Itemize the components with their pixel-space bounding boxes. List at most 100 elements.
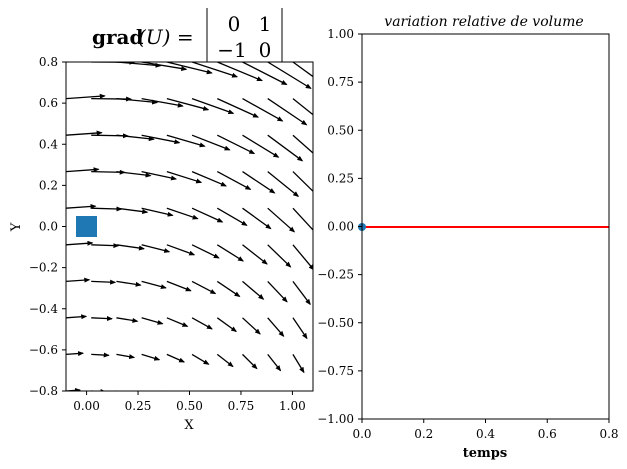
quiver-arrow <box>166 97 210 111</box>
quiver-arrow <box>242 134 280 158</box>
quiver-arrows <box>66 62 313 391</box>
quiver-arrow <box>267 280 288 303</box>
y-tick-label: −1.00 <box>317 412 354 426</box>
quiver-arrow <box>267 390 269 391</box>
x-tick-label: 0.50 <box>176 399 203 413</box>
quiver-arrow <box>116 62 162 68</box>
right-y-ticks: −1.00 −0.75 −0.50 −0.25 0.00 0.25 0.50 0.75 1.00 <box>317 27 362 426</box>
quiver-arrow <box>141 134 181 145</box>
quiver-arrow <box>116 97 159 105</box>
x-tick-label: 0.00 <box>73 399 100 413</box>
quiver-arrow <box>166 353 186 363</box>
quiver-arrow <box>191 62 239 78</box>
quiver-arrow <box>166 244 196 256</box>
quiver-arrow <box>242 98 284 122</box>
quiver-arrow <box>267 62 312 89</box>
left-chart: 0.00 0.25 0.50 0.75 1.00 −0.8 −0.6 −0.4 −0.2 0.0… <box>9 55 314 433</box>
y-tick-label: −0.2 <box>29 261 58 275</box>
quiver-arrow <box>216 244 244 262</box>
quiver-arrow <box>292 62 313 78</box>
left-y-ticks: −0.8 −0.6 −0.4 −0.2 0.0 0.2 0.4 0.6 0.8 <box>29 55 66 398</box>
left-x-ticks: 0.00 0.25 0.50 0.75 1.00 <box>73 391 306 413</box>
quiver-arrow <box>141 280 167 290</box>
quiver-arrow <box>166 317 189 327</box>
matrix-cell: 0 <box>228 12 241 36</box>
quiver-arrow <box>242 280 265 300</box>
quiver-arrow <box>91 243 120 249</box>
y-tick-label: 0.50 <box>327 123 354 137</box>
quiver-arrow <box>267 134 304 162</box>
quiver-arrow <box>166 62 213 75</box>
y-tick-label: 0.25 <box>327 171 354 185</box>
left-axes-frame <box>65 61 314 392</box>
quiver-arrow <box>191 97 235 115</box>
x-tick-label: 1.00 <box>279 399 306 413</box>
y-tick-label: −0.6 <box>29 343 58 357</box>
quiver-arrow <box>141 317 164 325</box>
matrix-cell: 0 <box>259 38 272 62</box>
right-x-ticks: 0.0 0.2 0.4 0.6 0.8 <box>352 419 619 441</box>
quiver-arrow <box>242 171 276 194</box>
x-tick-label: 0.2 <box>414 427 433 441</box>
quiver-arrow <box>66 93 106 100</box>
quiver-arrow <box>292 171 313 193</box>
quiver-arrow <box>242 207 272 230</box>
y-tick-label: 0.4 <box>39 137 58 151</box>
quiver-arrow <box>242 62 288 86</box>
y-tick-label: −0.75 <box>317 364 354 378</box>
y-tick-label: 0.2 <box>39 178 58 192</box>
quiver-arrow <box>292 244 313 271</box>
quiver-arrow <box>292 354 305 374</box>
quiver-arrow <box>292 207 313 236</box>
quiver-arrow <box>166 134 206 148</box>
quiver-arrow <box>191 280 217 295</box>
quiver-arrow <box>166 280 192 292</box>
y-tick-label: −0.8 <box>29 384 58 398</box>
y-tick-label: 0.6 <box>39 96 58 110</box>
quiver-arrow <box>116 280 142 287</box>
quiver-arrow <box>191 317 213 330</box>
quiver-arrow <box>217 62 263 82</box>
quiver-arrow <box>216 280 241 297</box>
quiver-arrow <box>141 62 188 71</box>
right-chart-title: variation relative de volume <box>384 14 583 30</box>
y-tick-label: 0.00 <box>327 220 354 234</box>
matrix-cell: 1 <box>259 12 272 36</box>
quiver-arrow <box>91 352 110 358</box>
quiver-arrow <box>267 171 300 198</box>
quiver-arrow <box>191 207 224 223</box>
y-tick-label: −0.25 <box>317 268 354 282</box>
y-tick-label: −0.4 <box>29 302 59 316</box>
x-tick-label: 0.6 <box>538 427 557 441</box>
title-grad: grad <box>92 25 143 49</box>
quiver-arrow <box>292 98 313 116</box>
title-rest: (U) = <box>138 25 194 49</box>
quiver-arrow <box>66 130 103 136</box>
left-x-label: X <box>184 418 194 433</box>
square-marker <box>76 216 97 237</box>
left-y-label: Y <box>9 222 24 232</box>
quiver-arrow <box>141 97 184 108</box>
quiver-arrow <box>292 134 313 154</box>
quiver-arrow <box>191 170 227 187</box>
quiver-arrow <box>217 98 260 118</box>
quiver-arrow <box>91 206 123 212</box>
quiver-arrow <box>116 353 136 360</box>
quiver-arrow <box>292 281 311 306</box>
quiver-arrow <box>116 207 149 215</box>
quiver-arrow <box>242 317 261 335</box>
y-tick-label: 0.0 <box>39 220 58 234</box>
quiver-arrow <box>116 317 139 323</box>
quiver-arrow <box>141 244 171 253</box>
quiver-arrow <box>267 244 292 268</box>
x-tick-label: 0.0 <box>352 427 371 441</box>
quiver-arrow <box>141 207 174 217</box>
quiver-arrow <box>191 353 210 365</box>
quiver-arrow <box>116 170 152 178</box>
x-tick-label: 0.75 <box>228 399 255 413</box>
quiver-arrow <box>267 98 308 126</box>
quiver-arrow <box>166 390 169 391</box>
quiver-arrow <box>191 134 231 151</box>
x-tick-label: 0.4 <box>476 427 495 441</box>
